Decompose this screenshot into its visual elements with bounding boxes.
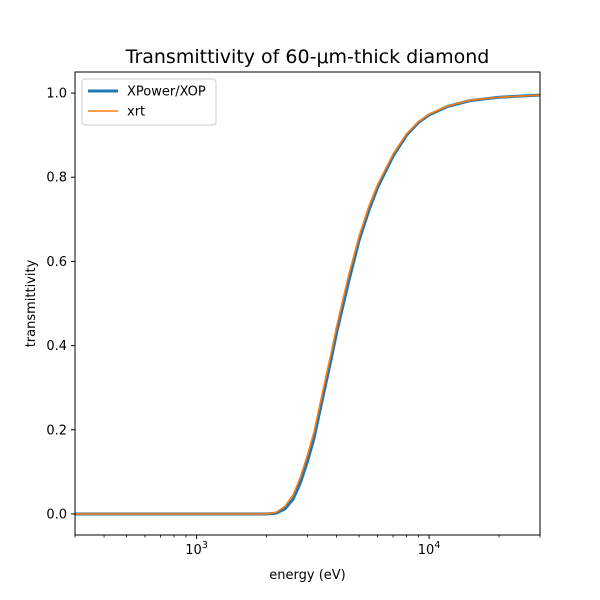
- y-tick-label: 1.0: [46, 87, 67, 102]
- y-tick-label: 0.6: [46, 255, 67, 270]
- x-axis-label: energy (eV): [269, 568, 345, 583]
- y-tick-label: 0.2: [46, 423, 67, 438]
- series-line-xpower-xop: [75, 93, 540, 516]
- y-axis-label: transmittivity: [24, 259, 39, 347]
- legend-label: XPower/XOP: [127, 85, 206, 100]
- chart-title: Transmittivity of 60-μm-thick diamond: [125, 46, 490, 68]
- series-layer: [75, 93, 540, 516]
- y-tick-label: 0.4: [46, 339, 67, 354]
- series-line-xrt: [75, 94, 540, 515]
- legend: XPower/XOP xrt: [81, 78, 217, 126]
- y-axis-ticks: 0.0 0.2 0.4 0.6 0.8 1.0: [46, 87, 75, 522]
- y-tick-label: 0.8: [46, 171, 67, 186]
- plot-area: [74, 71, 541, 536]
- x-tick-label: 103: [185, 540, 208, 558]
- x-tick-label: 104: [418, 540, 441, 558]
- x-axis-ticks: 103 104: [74, 535, 541, 558]
- legend-label: xrt: [127, 105, 145, 120]
- y-tick-label: 0.0: [46, 507, 67, 522]
